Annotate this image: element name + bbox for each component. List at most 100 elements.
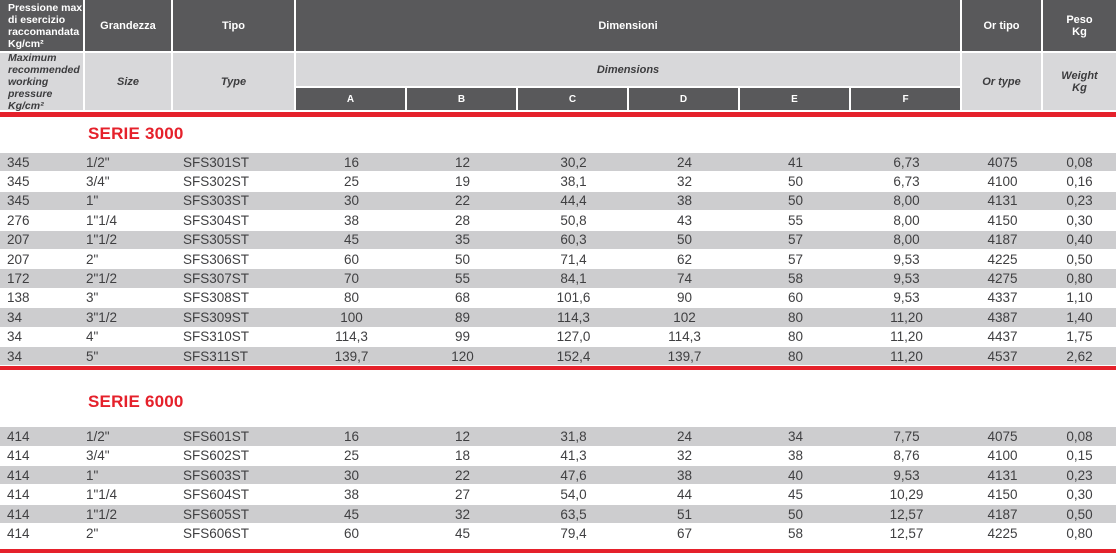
cell-dim-d: 50: [676, 232, 693, 248]
cell-size: 1"1/2: [86, 232, 118, 248]
cell-dim-b: 99: [454, 329, 471, 345]
cell-dim-b: 35: [454, 232, 471, 248]
header-type-label-it: Tipo: [173, 0, 294, 51]
cell-dim-d: 24: [676, 154, 693, 170]
cell-type: SFS606ST: [183, 525, 250, 541]
cell-size: 1"1/2: [86, 506, 118, 522]
cell-type: SFS601ST: [183, 428, 250, 444]
cell-type: SFS305ST: [183, 232, 250, 248]
cell-weight: 0,80: [1066, 525, 1093, 541]
cell-pressure: 414: [7, 448, 30, 464]
header-size-label-it: Grandezza: [85, 0, 171, 51]
header-weight-label-en: Weight Kg: [1043, 53, 1116, 110]
header-size-label-en: Size: [85, 53, 171, 110]
cell-dim-a: 80: [343, 290, 360, 306]
cell-pressure: 34: [7, 348, 23, 364]
cell-dim-b: 12: [454, 154, 471, 170]
cell-size: 1"1/4: [86, 487, 118, 503]
cell-dim-c: 60,3: [560, 232, 587, 248]
cell-weight: 0,40: [1066, 232, 1093, 248]
cell-dim-a: 38: [343, 212, 360, 228]
table-row: 276 1"1/4 SFS304ST 38 28 50,8 43 55 8,00…: [0, 211, 1116, 231]
cell-type: SFS310ST: [183, 329, 250, 345]
cell-dim-c: 152,4: [556, 348, 591, 364]
cell-or-type: 4275: [987, 271, 1018, 287]
cell-dim-b: 18: [454, 448, 471, 464]
cell-dim-c: 44,4: [560, 193, 587, 209]
cell-dim-f: 8,00: [893, 232, 920, 248]
serie-3000-table: 345 1/2" SFS301ST 16 12 30,2 24 41 6,73 …: [0, 153, 1116, 367]
header-dim-f: F: [851, 88, 960, 110]
cell-type: SFS605ST: [183, 506, 250, 522]
cell-dim-e: 40: [787, 467, 804, 483]
cell-dim-e: 80: [787, 309, 804, 325]
cell-dim-a: 45: [343, 232, 360, 248]
cell-size: 2"1/2: [86, 271, 118, 287]
cell-weight: 0,08: [1066, 154, 1093, 170]
cell-weight: 0,15: [1066, 448, 1093, 464]
cell-or-type: 4100: [987, 448, 1018, 464]
cell-dim-c: 38,1: [560, 174, 587, 190]
cell-size: 2": [86, 525, 99, 541]
table-row: 414 2" SFS606ST 60 45 79,4 67 58 12,57 4…: [0, 524, 1116, 544]
cell-dim-e: 45: [787, 487, 804, 503]
cell-dim-a: 60: [343, 251, 360, 267]
cell-dim-a: 25: [343, 448, 360, 464]
header-pressure-label-it: Pressione max di esercizio raccomandata …: [0, 0, 83, 51]
cell-dim-f: 9,53: [893, 251, 920, 267]
cell-or-type: 4187: [987, 232, 1018, 248]
cell-type: SFS309ST: [183, 309, 250, 325]
table-row: 345 1" SFS303ST 30 22 44,4 38 50 8,00 41…: [0, 191, 1116, 212]
cell-or-type: 4437: [987, 329, 1018, 345]
cell-dim-a: 16: [343, 154, 360, 170]
cell-dim-d: 114,3: [668, 329, 701, 345]
cell-dim-a: 38: [343, 487, 360, 503]
cell-dim-d: 51: [676, 506, 693, 522]
cell-weight: 0,23: [1066, 193, 1093, 209]
serie-3000-divider-line: [0, 366, 1116, 371]
cell-dim-e: 50: [787, 193, 804, 209]
cell-dim-b: 27: [454, 487, 471, 503]
cell-dim-a: 30: [343, 193, 360, 209]
cell-dim-f: 6,73: [893, 174, 920, 190]
cell-pressure: 138: [7, 290, 30, 306]
cell-dim-a: 16: [343, 428, 360, 444]
cell-pressure: 34: [7, 329, 23, 345]
cell-size: 1/2": [86, 428, 110, 444]
header-type-label-en: Type: [173, 53, 294, 110]
header-divider-line: [0, 112, 1116, 117]
cell-dim-f: 11,20: [890, 348, 923, 364]
cell-dim-d: 24: [676, 428, 693, 444]
cell-type: SFS603ST: [183, 467, 250, 483]
header-dim-d: D: [629, 88, 738, 110]
cell-dim-d: 43: [676, 212, 693, 228]
cell-size: 3/4": [86, 174, 110, 190]
cell-dim-b: 45: [454, 525, 471, 541]
cell-or-type: 4187: [987, 506, 1018, 522]
table-row: 414 1"1/2 SFS605ST 45 32 63,5 51 50 12,5…: [0, 504, 1116, 525]
cell-dim-f: 6,73: [893, 154, 920, 170]
cell-type: SFS308ST: [183, 290, 250, 306]
cell-dim-d: 74: [676, 271, 693, 287]
cell-or-type: 4075: [987, 154, 1018, 170]
cell-pressure: 414: [7, 506, 30, 522]
cell-dim-f: 8,76: [893, 448, 920, 464]
cell-dim-d: 44: [676, 487, 693, 503]
cell-dim-b: 22: [454, 193, 471, 209]
cell-dim-a: 60: [343, 525, 360, 541]
table-row: 138 3" SFS308ST 80 68 101,6 90 60 9,53 4…: [0, 289, 1116, 309]
cell-dim-f: 8,00: [893, 212, 920, 228]
cell-size: 1/2": [86, 154, 110, 170]
cell-or-type: 4225: [987, 525, 1018, 541]
cell-dim-d: 32: [676, 174, 693, 190]
cell-weight: 0,50: [1066, 506, 1093, 522]
cell-dim-c: 63,5: [560, 506, 587, 522]
cell-or-type: 4537: [987, 348, 1018, 364]
cell-dim-e: 80: [787, 329, 804, 345]
table-row: 207 2" SFS306ST 60 50 71,4 62 57 9,53 42…: [0, 250, 1116, 270]
cell-dim-a: 100: [340, 309, 363, 325]
cell-dim-f: 9,53: [893, 467, 920, 483]
cell-dim-b: 120: [451, 348, 474, 364]
cell-or-type: 4131: [987, 467, 1018, 483]
serie-6000-divider-line: [0, 548, 1116, 553]
